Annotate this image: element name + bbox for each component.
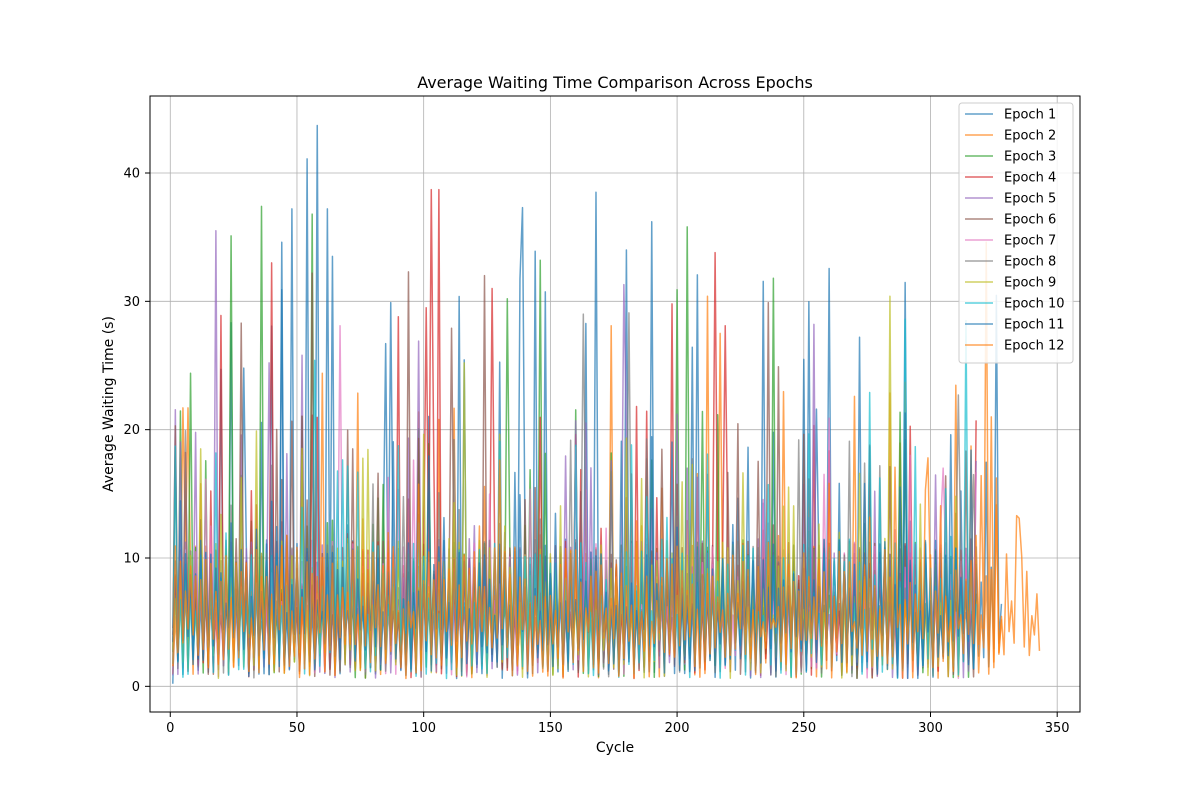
series-lines	[172, 124, 1041, 684]
y-tick-label: 10	[123, 552, 140, 567]
legend-label-epoch-2: Epoch 2	[1004, 129, 1056, 144]
legend: Epoch 1 Epoch 2 Epoch 3 Epoch 4 Epoch 5 Epoch…	[958, 102, 1074, 364]
x-tick-label: 200	[665, 721, 690, 736]
x-tick-label: 150	[538, 721, 563, 736]
legend-label-epoch-12: Epoch 12	[1004, 339, 1064, 354]
y-tick-label: 30	[123, 295, 140, 310]
series-group	[172, 124, 1041, 684]
legend-label-epoch-9: Epoch 9	[1004, 276, 1056, 291]
legend-label-epoch-11: Epoch 11	[1004, 318, 1064, 333]
series-line-epoch-12	[172, 241, 1041, 680]
legend-label-epoch-7: Epoch 7	[1004, 234, 1056, 249]
y-tick-label: 20	[123, 423, 140, 438]
y-axis-label: Average Waiting Time (s)	[101, 316, 117, 492]
legend-label-epoch-1: Epoch 1	[1004, 108, 1056, 123]
x-axis-label: Cycle	[596, 740, 634, 756]
y-tick-label: 40	[123, 167, 140, 182]
plot-frame	[149, 95, 1081, 713]
axes: 0 50 100 150 200 250 300 350 0 10 20 30 40	[123, 95, 1081, 736]
x-tick-label: 350	[1045, 721, 1070, 736]
y-tick-label: 0	[132, 680, 140, 695]
x-tick-label: 50	[289, 721, 306, 736]
legend-label-epoch-3: Epoch 3	[1004, 150, 1056, 165]
legend-label-epoch-6: Epoch 6	[1004, 213, 1056, 228]
x-tick-label: 0	[166, 721, 174, 736]
legend-label-epoch-8: Epoch 8	[1004, 255, 1056, 270]
legend-label-epoch-4: Epoch 4	[1004, 171, 1056, 186]
chart-title: Average Waiting Time Comparison Across E…	[417, 73, 813, 92]
legend-label-epoch-5: Epoch 5	[1004, 192, 1056, 207]
legend-label-epoch-10: Epoch 10	[1004, 297, 1064, 312]
x-tick-label: 250	[791, 721, 816, 736]
legend-box	[958, 102, 1074, 364]
x-tick-label: 300	[918, 721, 943, 736]
x-tick-label: 100	[411, 721, 436, 736]
